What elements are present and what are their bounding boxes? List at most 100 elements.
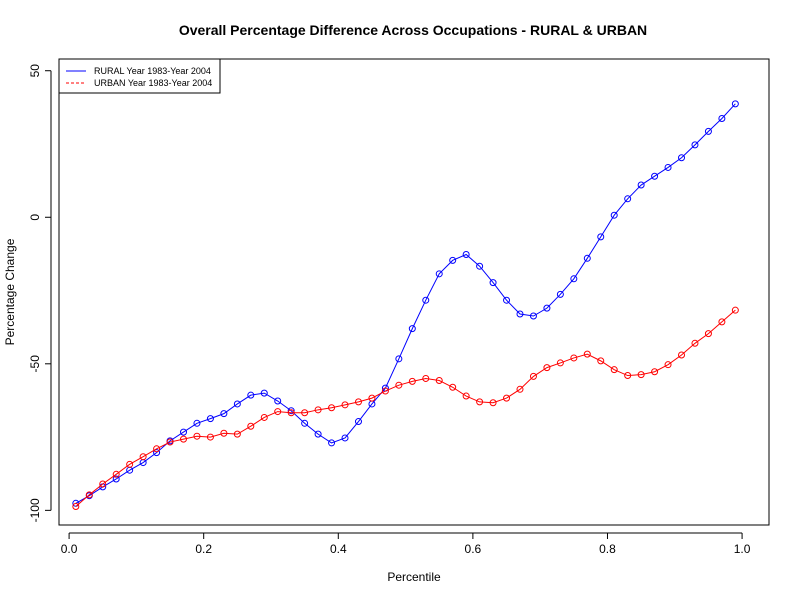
y-tick-label: -50	[28, 355, 42, 373]
data-point	[180, 428, 188, 436]
series-layer	[72, 100, 739, 511]
x-axis: 0.0 0.2 0.4 0.6 0.8 1.0	[61, 532, 751, 556]
data-point	[220, 429, 228, 437]
data-point	[556, 359, 564, 367]
data-point	[422, 296, 430, 304]
data-point	[220, 410, 228, 418]
x-tick-label: 0.0	[61, 542, 78, 556]
data-point	[651, 368, 659, 376]
data-point	[597, 357, 605, 365]
data-point	[610, 366, 618, 374]
data-point	[112, 470, 120, 478]
data-point	[233, 430, 241, 438]
data-point	[85, 491, 93, 499]
legend: RURAL Year 1983-Year 2004 URBAN Year 198…	[58, 58, 221, 94]
data-point	[153, 445, 161, 453]
data-point	[624, 372, 632, 380]
data-point	[718, 318, 726, 326]
data-point	[354, 418, 362, 426]
data-point	[247, 422, 255, 430]
data-point	[449, 256, 457, 264]
data-point	[543, 364, 551, 372]
data-point	[664, 361, 672, 369]
legend-box	[58, 58, 221, 94]
data-point	[395, 381, 403, 389]
series-line	[75, 103, 736, 504]
data-point	[556, 290, 564, 298]
data-point	[314, 406, 322, 414]
data-point	[583, 254, 591, 262]
data-point	[274, 397, 282, 405]
data-point	[422, 374, 430, 382]
data-point	[516, 310, 524, 318]
data-point	[624, 195, 632, 203]
data-point	[260, 413, 268, 421]
series-0	[72, 100, 739, 507]
y-tick-label: 50	[28, 64, 42, 78]
data-point	[731, 100, 739, 108]
data-point	[341, 434, 349, 442]
data-point	[274, 408, 282, 416]
data-point	[112, 475, 120, 483]
data-point	[435, 270, 443, 278]
data-point	[193, 419, 201, 427]
data-point	[704, 330, 712, 338]
data-point	[206, 415, 214, 423]
data-point	[462, 250, 470, 258]
y-tick-label: -100	[28, 498, 42, 522]
data-point	[368, 394, 376, 402]
data-point	[341, 401, 349, 409]
data-point	[193, 432, 201, 440]
data-point	[260, 389, 268, 397]
data-point	[476, 398, 484, 406]
data-point	[664, 163, 672, 171]
x-tick-label: 1.0	[734, 542, 751, 556]
series-line	[75, 309, 736, 507]
plot-frame	[58, 58, 770, 526]
data-point	[718, 114, 726, 122]
legend-entry-rural: RURAL Year 1983-Year 2004	[94, 66, 211, 76]
data-point	[99, 480, 107, 488]
data-point	[543, 304, 551, 312]
data-point	[637, 181, 645, 189]
data-point	[180, 435, 188, 443]
data-point	[476, 262, 484, 270]
data-point	[489, 399, 497, 407]
data-point	[287, 409, 295, 417]
data-point	[247, 391, 255, 399]
data-point	[72, 503, 80, 511]
x-tick-label: 0.2	[195, 542, 212, 556]
data-point	[354, 398, 362, 406]
data-point	[503, 296, 511, 304]
data-point	[597, 233, 605, 241]
data-point	[153, 449, 161, 457]
data-point	[408, 325, 416, 333]
data-point	[637, 371, 645, 379]
data-point	[435, 377, 443, 385]
chart-title: Overall Percentage Difference Across Occ…	[179, 22, 647, 38]
x-tick-label: 0.6	[465, 542, 482, 556]
data-point	[166, 438, 174, 446]
data-point	[651, 172, 659, 180]
x-tick-label: 0.4	[330, 542, 347, 556]
data-point	[301, 409, 309, 417]
data-point	[503, 394, 511, 402]
data-point	[314, 430, 322, 438]
data-point	[691, 339, 699, 347]
data-point	[328, 439, 336, 447]
x-axis-label: Percentile	[387, 570, 441, 584]
data-point	[678, 351, 686, 359]
data-point	[489, 279, 497, 287]
data-point	[731, 306, 739, 314]
data-point	[233, 400, 241, 408]
data-point	[206, 433, 214, 441]
x-tick-label: 0.8	[599, 542, 616, 556]
data-point	[516, 385, 524, 393]
data-point	[570, 354, 578, 362]
legend-entry-urban: URBAN Year 1983-Year 2004	[94, 78, 212, 88]
data-point	[704, 127, 712, 135]
data-point	[395, 355, 403, 363]
data-point	[529, 372, 537, 380]
data-point	[287, 407, 295, 415]
